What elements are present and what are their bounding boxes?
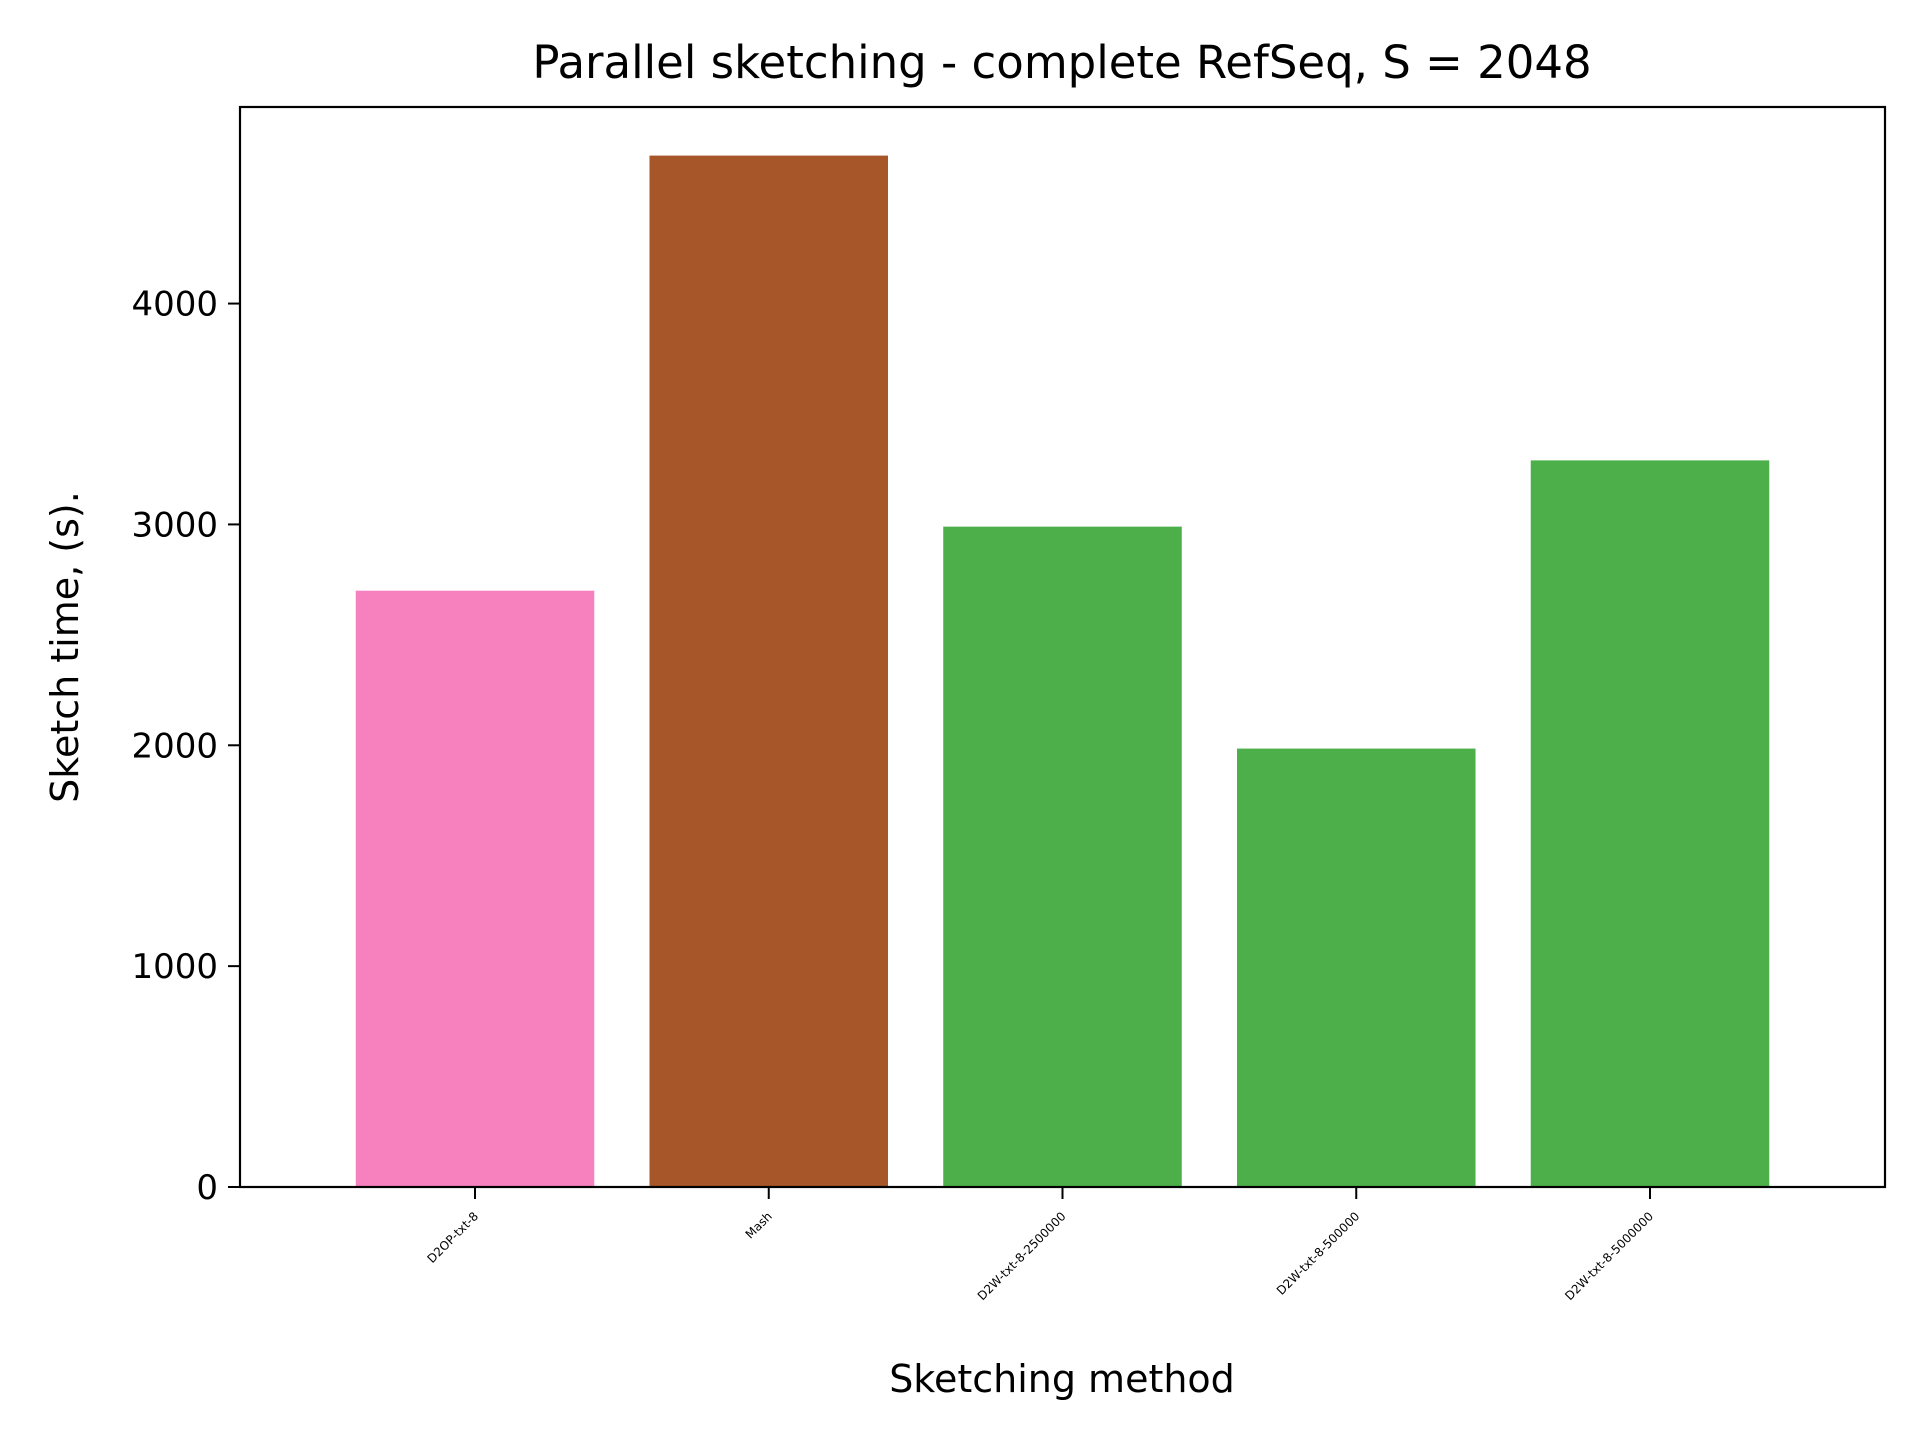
bars-group	[355, 155, 1770, 1187]
y-tick-label: 0	[196, 1168, 218, 1208]
y-axis-ticks: 0 1000 2000 3000 4000	[131, 285, 240, 1208]
bar-2	[943, 526, 1182, 1187]
plot-frame	[238, 105, 1887, 1189]
y-tick-label: 4000	[131, 285, 218, 325]
bar-3	[1236, 748, 1476, 1187]
y-axis-label: Sketch time, (s).	[43, 491, 87, 803]
y-tick-label: 2000	[131, 726, 218, 766]
chart-title: Parallel sketching - complete RefSeq, S …	[532, 36, 1591, 89]
x-axis-label: Sketching method	[889, 1357, 1235, 1401]
bar-1	[649, 155, 889, 1187]
y-tick-label: 1000	[131, 947, 218, 987]
bar-0	[355, 590, 595, 1187]
bar-4	[1530, 460, 1770, 1187]
y-tick-label: 3000	[131, 505, 218, 545]
